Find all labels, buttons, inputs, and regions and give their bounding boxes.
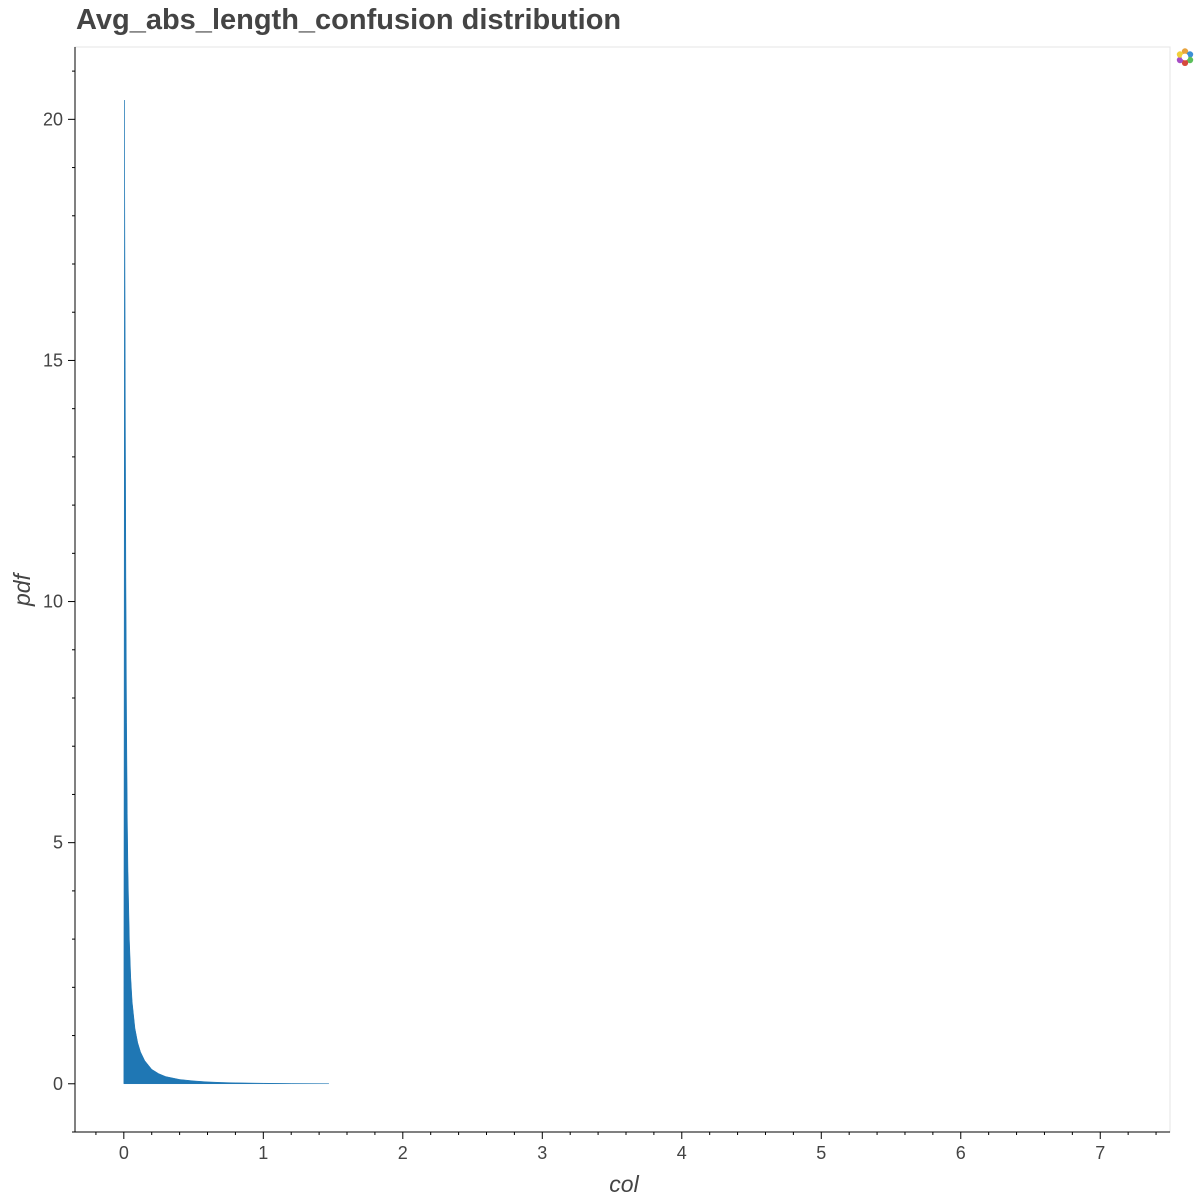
x-tick-label: 6 — [956, 1143, 966, 1163]
x-tick-label: 5 — [816, 1143, 826, 1163]
y-tick-label: 10 — [43, 592, 63, 612]
plot-frame — [74, 46, 1171, 1133]
y-tick-label: 5 — [53, 833, 63, 853]
x-tick-label: 0 — [119, 1143, 129, 1163]
y-tick-label: 20 — [43, 109, 63, 129]
x-axis: 0 1 2 3 4 5 6 7 — [75, 1131, 1170, 1163]
y-tick-label: 15 — [43, 350, 63, 370]
bokeh-logo-icon[interactable] — [1175, 47, 1195, 67]
x-tick-label: 4 — [677, 1143, 687, 1163]
x-tick-label: 3 — [537, 1143, 547, 1163]
x-tick-label: 7 — [1095, 1143, 1105, 1163]
x-tick-label: 1 — [258, 1143, 268, 1163]
x-axis-label: col — [609, 1171, 639, 1197]
chart-title: Avg_abs_length_confusion distribution — [76, 4, 622, 36]
y-axis: 0 5 10 15 20 — [43, 47, 76, 1133]
x-tick-label: 2 — [398, 1143, 408, 1163]
density-area-series-0 — [123, 100, 330, 1085]
density-marks — [123, 100, 330, 1085]
y-tick-label: 0 — [53, 1074, 63, 1094]
y-axis-label: pdf — [9, 571, 35, 607]
